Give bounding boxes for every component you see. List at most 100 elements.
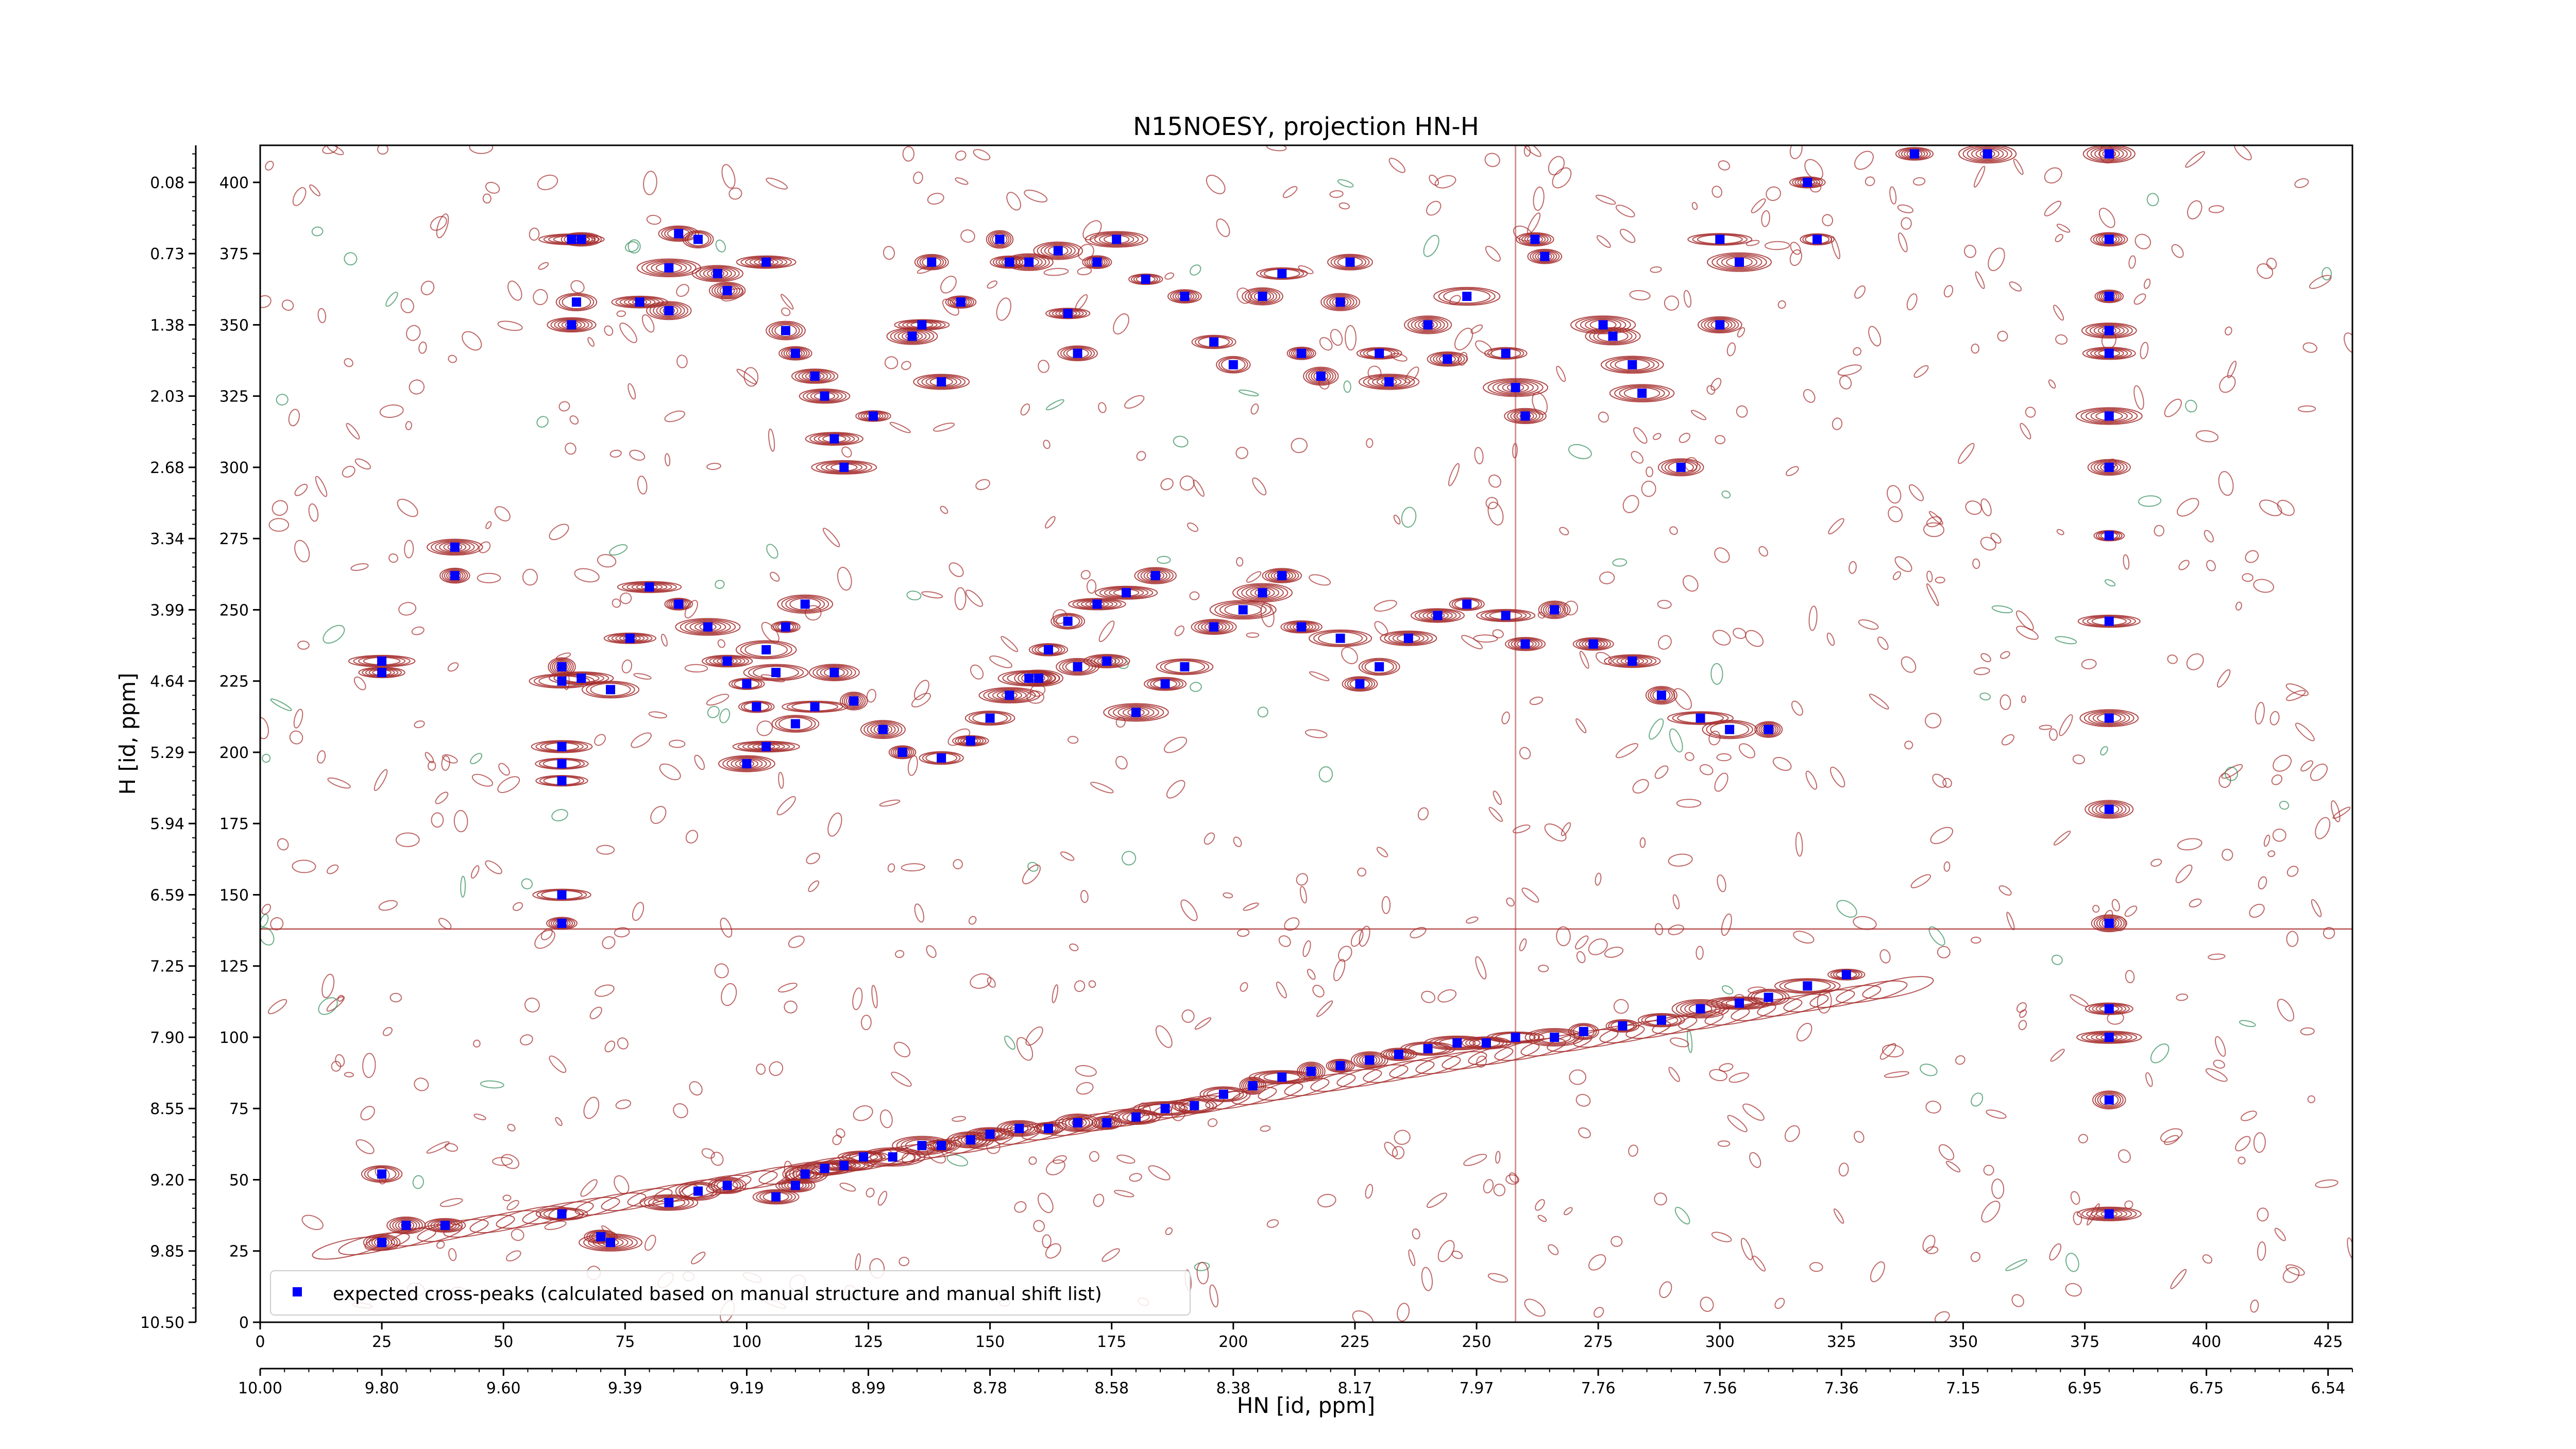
cross-peak-marker (1335, 633, 1345, 643)
noise-contour (1865, 176, 1875, 187)
cross-peak-marker (917, 1141, 927, 1151)
peak-contour (2082, 347, 2136, 360)
cross-peak-marker (1190, 1101, 1199, 1110)
peak-contour (586, 682, 635, 698)
noise-contour (2227, 360, 2237, 379)
noise-contour (1926, 570, 1933, 583)
peak-contour (427, 538, 483, 556)
noise-contour (942, 298, 959, 316)
noise-contour (395, 832, 420, 847)
noise-contour (1474, 447, 1484, 465)
peak-contour (1318, 631, 1363, 645)
peak-contour (1084, 256, 1110, 268)
noise-contour (1246, 571, 1262, 583)
y-ppm-tick-label: 5.29 (150, 744, 184, 762)
noise-contour (438, 918, 452, 930)
cross-peak-marker (1024, 257, 1034, 267)
noise-contour (1345, 325, 1357, 351)
cross-peak-marker (557, 742, 567, 751)
noise-contour (405, 325, 421, 341)
cross-peak-marker (693, 234, 703, 244)
noise-contour (1669, 728, 1683, 753)
noise-contour (946, 1154, 969, 1167)
noise-contour (1721, 913, 1732, 936)
peak-contour (1487, 347, 1524, 359)
peak-contour (743, 664, 809, 681)
noise-contour (1983, 1165, 1994, 1176)
noise-contour (404, 540, 414, 559)
cross-peak-marker (606, 685, 615, 695)
diagonal-contour (916, 1135, 988, 1158)
noise-contour (1538, 964, 1549, 972)
cross-peak-marker (1073, 662, 1082, 671)
y-tick-label: 325 (219, 388, 249, 406)
cross-peak-marker (1277, 268, 1287, 278)
cross-peak-marker (2104, 326, 2114, 335)
noise-contour (268, 518, 290, 532)
noise-contour (1879, 1043, 1896, 1060)
noise-contour (1157, 555, 1171, 564)
noise-contour (1853, 347, 1862, 356)
noise-contour (1052, 984, 1059, 1003)
peak-contour (1958, 145, 2017, 164)
cross-peak-marker (927, 257, 937, 267)
peak-contour (2099, 1093, 2119, 1106)
peak-contour (1451, 598, 1482, 611)
noise-contour (853, 1105, 873, 1121)
noise-contour (2078, 1134, 2088, 1143)
x-ppm-tick-label: 7.76 (1581, 1379, 1616, 1397)
peak-contour (1568, 1023, 1599, 1040)
peak-contour (1286, 346, 1316, 360)
noise-contour (1028, 1156, 1037, 1165)
noise-contour (1669, 1037, 1689, 1048)
noise-contour (276, 394, 289, 406)
x-ppm-tick-label: 7.56 (1703, 1379, 1737, 1397)
peak-contour (952, 735, 989, 747)
cross-peak-marker (1656, 1015, 1666, 1025)
peak-contour (778, 346, 812, 361)
noise-contour (665, 453, 671, 467)
noise-contour (1493, 1184, 1506, 1197)
noise-contour (1803, 389, 1816, 403)
peak-contour (771, 323, 800, 339)
noise-contour (1894, 556, 1912, 572)
peak-contour (1384, 631, 1433, 646)
peak-contour (1507, 409, 1544, 424)
peak-contour (603, 632, 656, 644)
noise-contour (1318, 766, 1333, 783)
noise-contour (1309, 574, 1331, 586)
noise-contour (2150, 1043, 2170, 1064)
peak-contour (1224, 603, 1262, 616)
cross-peak-marker (674, 229, 684, 239)
peak-contour (888, 745, 917, 760)
peak-contour (1610, 358, 1655, 372)
noise-contour (806, 852, 820, 865)
noise-contour (902, 146, 915, 162)
noise-contour (1629, 290, 1651, 300)
noise-contour (270, 698, 292, 711)
noise-contour (261, 903, 272, 915)
noise-contour (602, 936, 616, 949)
peak-contour (2081, 1031, 2138, 1043)
noise-contour (1897, 204, 1914, 213)
noise-contour (292, 187, 307, 206)
noise-contour (470, 865, 480, 879)
cross-peak-marker (771, 1192, 781, 1202)
noise-contour (1309, 671, 1330, 681)
noise-contour (1060, 851, 1075, 861)
peak-contour (1320, 293, 1361, 311)
peak-contour (581, 681, 640, 699)
noise-contour (1604, 947, 1624, 958)
noise-contour (1595, 651, 1612, 665)
noise-contour (1569, 1069, 1586, 1085)
noise-contour (353, 676, 366, 690)
noise-contour (1250, 403, 1259, 415)
noise-contour (1632, 779, 1649, 794)
noise-contour (1376, 847, 1388, 857)
noise-contour (2311, 899, 2322, 917)
peak-contour (1612, 655, 1653, 667)
cross-peak-marker (1112, 234, 1122, 244)
peak-contour (1667, 711, 1734, 725)
noise-contour (2065, 1253, 2079, 1272)
noise-contour (265, 161, 274, 171)
